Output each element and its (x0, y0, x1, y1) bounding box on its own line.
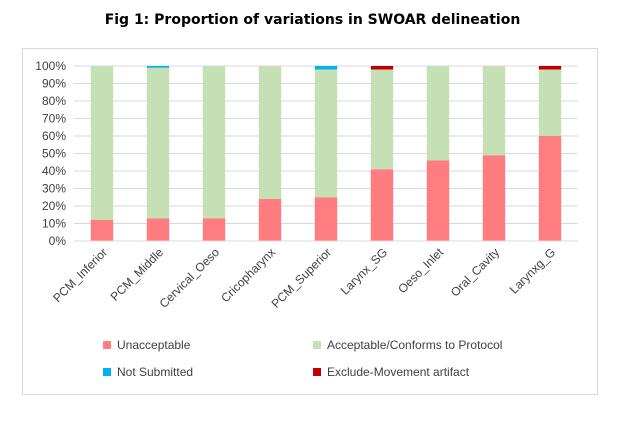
bar-segment (482, 66, 506, 156)
x-tick-label: PCM_Middle (108, 245, 167, 304)
legend-swatch (313, 341, 321, 349)
bar-segment (90, 220, 114, 241)
x-tick-label: Cricopharynx (218, 245, 278, 305)
bar-segment (426, 66, 450, 161)
bar-segment (258, 199, 282, 241)
legend-label: Acceptable/Conforms to Protocol (327, 338, 503, 352)
y-tick-label: 90% (42, 77, 66, 91)
y-tick-label: 20% (42, 199, 66, 213)
y-tick-label: 60% (42, 129, 66, 143)
x-tick-label: Larynxg_G (507, 245, 558, 296)
bar-segment (314, 197, 338, 241)
y-tick-label: 100% (35, 59, 66, 73)
bar-segment (538, 69, 562, 136)
y-tick-label: 10% (42, 217, 66, 231)
bar-segment (370, 66, 394, 70)
bar-segment (258, 66, 282, 199)
y-tick-label: 30% (42, 182, 66, 196)
bar-segment (538, 136, 562, 241)
x-tick-label: PCM_Inferior (50, 245, 110, 305)
y-tick-label: 40% (42, 164, 66, 178)
y-tick-label: 70% (42, 112, 66, 126)
x-tick-label: Oral_Cavity (448, 245, 502, 299)
legend-label: Exclude-Movement artifact (327, 365, 470, 379)
y-tick-label: 50% (42, 147, 66, 161)
bar-segment (482, 155, 506, 241)
y-tick-label: 80% (42, 94, 66, 108)
legend-swatch (313, 368, 321, 376)
bar-segment (314, 66, 338, 70)
legend-item: Not Submitted (103, 365, 193, 379)
x-tick-label: Oeso_Inlet (395, 245, 446, 296)
legend-item: Unacceptable (103, 338, 190, 352)
bar-segment (538, 66, 562, 70)
bar-segment (202, 218, 226, 241)
x-tick-label: Larynx_SG (338, 245, 390, 297)
bar-segment (426, 160, 450, 241)
legend-item: Exclude-Movement artifact (313, 365, 469, 379)
bar-segment (202, 66, 226, 219)
y-tick-label: 0% (49, 234, 67, 248)
chart-title: Fig 1: Proportion of variations in SWOAR… (104, 12, 521, 28)
bar-segment (370, 169, 394, 241)
legend-label: Unacceptable (117, 338, 191, 352)
bar-segment (370, 69, 394, 170)
legend-item: Acceptable/Conforms to Protocol (313, 338, 502, 352)
legend-label: Not Submitted (117, 365, 194, 379)
x-tick-label: PCM_Superior (269, 245, 335, 311)
bar-segment (146, 66, 170, 68)
legend-swatch (103, 341, 111, 349)
bar-segment (146, 218, 170, 241)
bar-segment (146, 67, 170, 219)
legend-swatch (103, 368, 111, 376)
bar-segment (90, 66, 114, 220)
bar-segment (314, 69, 338, 198)
x-tick-label: Cervical_Oeso (157, 245, 223, 311)
